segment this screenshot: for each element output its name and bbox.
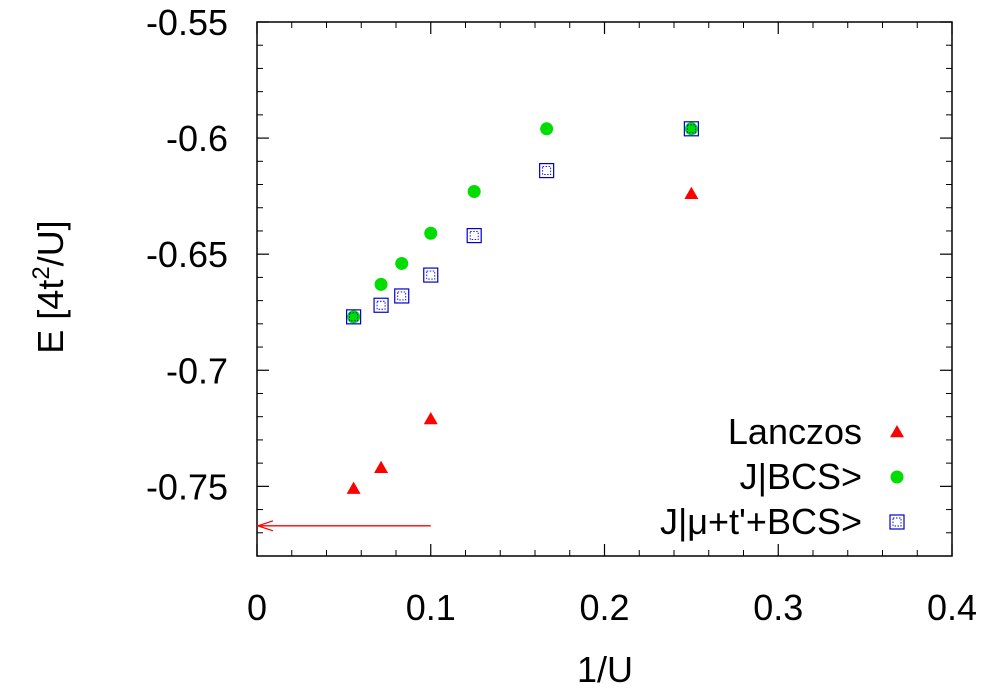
x-tick-label: 0.2: [579, 587, 629, 628]
y-tick-label: -0.7: [166, 350, 228, 391]
x-tick-label: 0: [247, 587, 267, 628]
y-tick-label: -0.55: [146, 2, 228, 43]
axis-tick-labels: 0 0.1 0.2 0.3 0.4 -0.55 -0.6 -0.65 -0.7 -0.75: [146, 2, 977, 628]
y-axis-title-superscript: 2: [28, 266, 55, 279]
series-2: [346, 121, 699, 325]
data-point: [684, 186, 699, 200]
y-axis-title-suffix: /U]: [30, 220, 71, 266]
data-point: [347, 310, 361, 324]
data-point: [466, 228, 482, 244]
square-marker-inner: [397, 291, 407, 301]
square-marker-inner: [892, 517, 902, 527]
data-point: [539, 162, 555, 179]
square-marker-inner: [542, 166, 552, 176]
data-point: [374, 460, 389, 474]
legend-label: Lanczos: [728, 411, 862, 452]
square-marker-outline: [346, 309, 362, 325]
series-0: [346, 186, 699, 494]
y-axis-title: E [4t2/U]: [28, 220, 71, 353]
square-marker-inner: [349, 312, 359, 322]
arrow-head: [255, 520, 274, 532]
y-tick-label: -0.6: [166, 118, 228, 159]
legend-marker: [890, 425, 904, 438]
data-point: [394, 288, 410, 304]
data-point: [346, 481, 361, 494]
data-point: [683, 121, 699, 137]
data-points: [346, 121, 699, 494]
data-point: [395, 256, 409, 270]
square-marker-inner: [376, 300, 386, 310]
x-tick-label: 0.4: [927, 587, 977, 628]
square-marker-outline: [373, 297, 389, 313]
square-marker-outline: [394, 288, 410, 304]
y-axis-title-prefix: E [4t: [30, 280, 71, 354]
data-point: [540, 122, 554, 136]
square-marker-inner: [469, 231, 479, 241]
legend-label: J|μ+t'+BCS>: [660, 501, 862, 542]
annotations: [255, 520, 431, 532]
square-marker-outline: [466, 228, 482, 244]
square-marker-outline: [889, 514, 905, 530]
axis-ticks: [256, 21, 953, 557]
square-marker-outline: [539, 162, 555, 179]
data-point: [346, 309, 362, 325]
data-point: [373, 297, 389, 313]
series-1: [347, 122, 698, 324]
square-marker-inner: [426, 270, 436, 280]
data-point: [423, 412, 438, 425]
data-point: [424, 226, 438, 240]
x-tick-label: 0.3: [753, 587, 803, 628]
y-tick-label: -0.75: [146, 466, 228, 507]
x-axis-title: 1/U: [577, 649, 633, 690]
legend-marker: [890, 470, 904, 484]
legend-label: J|BCS>: [740, 456, 862, 497]
x-tick-label: 0.1: [406, 587, 456, 628]
square-marker-outline: [683, 121, 699, 137]
data-point: [423, 267, 439, 283]
y-tick-label: -0.65: [146, 234, 228, 275]
legend-marker: [889, 514, 905, 530]
data-point: [467, 184, 481, 198]
square-marker-outline: [423, 267, 439, 283]
square-marker-inner: [686, 124, 696, 134]
data-point: [374, 277, 388, 291]
data-point: [684, 122, 698, 136]
